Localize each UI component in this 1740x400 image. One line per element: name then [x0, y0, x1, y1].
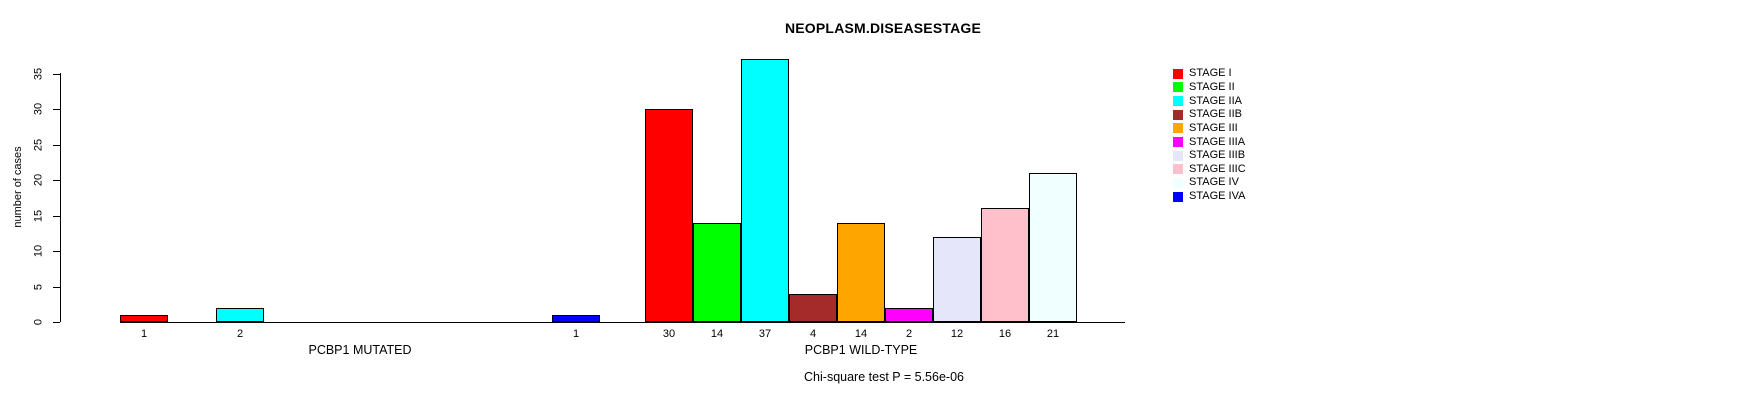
bar-stage-iiia-pcbp1-wild-type	[885, 308, 933, 322]
y-tick-label: 25	[32, 138, 45, 151]
bar-value-label: 2	[905, 328, 913, 340]
y-tick	[53, 286, 60, 288]
legend-swatch	[1173, 123, 1183, 134]
chart-title: NEOPLASM.DISEASESTAGE	[784, 20, 982, 36]
bar-stage-iii-pcbp1-wild-type	[837, 223, 885, 322]
legend-swatch	[1173, 177, 1183, 188]
group-label-mutated: PCBP1 MUTATED	[308, 343, 412, 357]
bar-value-label: 2	[236, 328, 244, 340]
y-axis-title: number of cases	[12, 146, 24, 228]
bar-stage-iia-pcbp1-wild-type	[741, 59, 789, 322]
bar-stage-i-pcbp1-wild-type	[645, 109, 693, 322]
legend-label: STAGE IIB	[1189, 108, 1242, 121]
y-tick-label: 0	[32, 318, 45, 326]
y-tick-label: 15	[32, 209, 45, 222]
y-tick	[53, 322, 60, 323]
bar-value-label: 12	[950, 328, 964, 340]
y-tick	[53, 109, 60, 110]
bar-value-label: 14	[854, 328, 868, 340]
y-tick	[53, 144, 60, 146]
group-label-wild-type: PCBP1 WILD-TYPE	[804, 343, 918, 357]
legend-item-stage-iii: STAGE III	[1173, 122, 1246, 136]
bar-stage-iva-pcbp1-mutated	[552, 315, 600, 322]
bar-value-label: 4	[809, 328, 817, 340]
bar-value-label: 16	[998, 328, 1012, 340]
bar-stage-i-pcbp1-mutated	[120, 315, 168, 322]
y-tick-label: 35	[32, 67, 45, 80]
y-tick-label: 5	[32, 283, 45, 290]
bar-value-label: 21	[1046, 328, 1060, 340]
legend-item-stage-iia: STAGE IIA	[1173, 94, 1246, 108]
y-tick	[53, 215, 60, 217]
y-tick-label: 20	[32, 173, 45, 187]
legend-item-stage-iv: STAGE IV	[1173, 176, 1246, 190]
legend-label: STAGE IIA	[1189, 94, 1242, 107]
legend: STAGE I STAGE II STAGE IIA STAGE IIB STAGE I…	[1173, 67, 1246, 203]
legend-item-stage-i: STAGE I	[1173, 67, 1246, 81]
legend-item-stage-ii: STAGE II	[1173, 81, 1246, 95]
bar-value-label: 14	[710, 328, 724, 340]
bar-value-label: 1	[572, 328, 580, 340]
legend-label: STAGE IIIB	[1189, 149, 1246, 162]
chi-square-note: Chi-square test P = 5.56e-06	[804, 370, 964, 384]
legend-item-stage-iib: STAGE IIB	[1173, 108, 1246, 122]
y-axis-line	[60, 73, 61, 322]
y-tick-label: 10	[32, 244, 45, 258]
legend-swatch	[1173, 96, 1183, 107]
legend-label: STAGE IVA	[1189, 190, 1246, 203]
y-tick	[53, 251, 60, 252]
bar-stage-iib-pcbp1-wild-type	[789, 294, 837, 322]
legend-label: STAGE IV	[1189, 176, 1239, 189]
bar-value-label: 1	[140, 328, 148, 340]
legend-item-stage-iiib: STAGE IIIB	[1173, 149, 1246, 163]
bar-stage-iia-pcbp1-mutated	[216, 308, 264, 322]
legend-swatch	[1173, 137, 1183, 148]
legend-item-stage-iiia: STAGE IIIA	[1173, 135, 1246, 149]
bar-value-label: 30	[662, 328, 676, 340]
legend-swatch	[1173, 68, 1183, 79]
legend-item-stage-iva: STAGE IVA	[1173, 190, 1246, 204]
bar-stage-iv-pcbp1-wild-type	[1029, 173, 1077, 322]
y-tick	[53, 73, 60, 75]
legend-label: STAGE III	[1189, 121, 1238, 134]
legend-swatch	[1173, 109, 1183, 120]
y-tick	[53, 180, 60, 181]
legend-swatch	[1173, 164, 1183, 175]
bar-stage-iiib-pcbp1-wild-type	[933, 237, 981, 322]
legend-swatch	[1173, 191, 1183, 202]
legend-item-stage-iiic: STAGE IIIC	[1173, 162, 1246, 176]
legend-swatch	[1173, 82, 1183, 93]
bar-value-label: 37	[758, 328, 772, 340]
y-tick-label: 30	[32, 102, 45, 116]
legend-label: STAGE I	[1189, 67, 1232, 80]
bar-stage-iiic-pcbp1-wild-type	[981, 208, 1029, 322]
legend-label: STAGE II	[1189, 80, 1235, 93]
legend-label: STAGE IIIC	[1189, 162, 1246, 175]
legend-label: STAGE IIIA	[1189, 135, 1246, 148]
x-axis-baseline	[120, 322, 1125, 323]
legend-swatch	[1173, 150, 1183, 161]
bar-stage-ii-pcbp1-wild-type	[693, 223, 741, 322]
